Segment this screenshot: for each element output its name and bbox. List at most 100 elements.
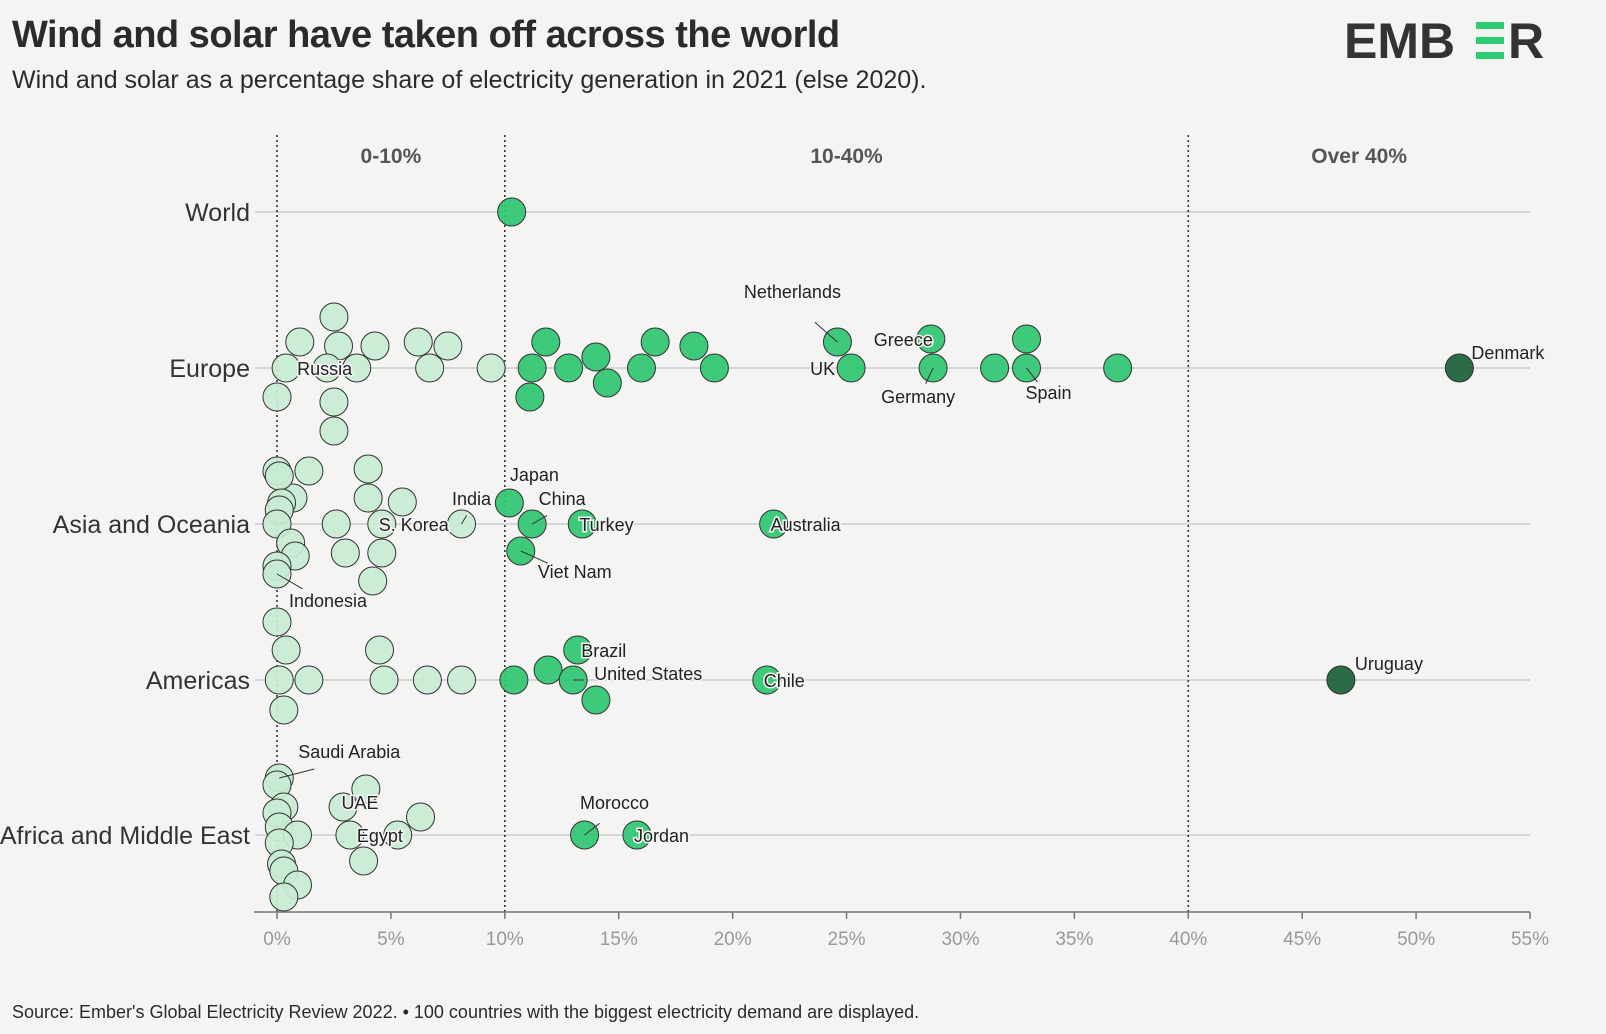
data-point bbox=[1444, 353, 1474, 383]
x-tick-label: 30% bbox=[941, 929, 979, 950]
point-label: Brazil bbox=[581, 641, 626, 661]
label-leader bbox=[279, 768, 315, 779]
data-point bbox=[349, 846, 379, 876]
data-point bbox=[836, 353, 866, 383]
data-point bbox=[403, 327, 433, 357]
chart-subtitle: Wind and solar as a percentage share of … bbox=[12, 66, 927, 94]
data-point bbox=[1103, 353, 1133, 383]
data-point bbox=[1326, 665, 1356, 695]
point-label: Saudi Arabia bbox=[298, 742, 401, 762]
data-point bbox=[330, 538, 360, 568]
logo-e-mark bbox=[1476, 22, 1504, 59]
data-point bbox=[415, 353, 445, 383]
data-point bbox=[567, 509, 597, 539]
data-point bbox=[679, 331, 709, 361]
row-label: World bbox=[185, 199, 250, 227]
label-leader bbox=[925, 367, 934, 384]
band-label: Over 40% bbox=[1311, 145, 1407, 168]
x-tick-label: 55% bbox=[1511, 929, 1549, 950]
point-label: Viet Nam bbox=[538, 562, 612, 582]
data-point bbox=[269, 882, 299, 912]
x-tick-label: 50% bbox=[1397, 929, 1435, 950]
point-label: Australia bbox=[771, 515, 842, 535]
point-label: China bbox=[539, 489, 587, 509]
data-point bbox=[269, 695, 299, 725]
data-point bbox=[367, 509, 397, 539]
point-label: Morocco bbox=[580, 793, 649, 813]
data-point bbox=[319, 302, 349, 332]
row-label: Asia and Oceania bbox=[53, 511, 250, 539]
point-label: UK bbox=[810, 359, 835, 379]
x-tick-label: 5% bbox=[377, 929, 405, 950]
row-label: Europe bbox=[169, 355, 250, 383]
data-point bbox=[476, 353, 506, 383]
data-point bbox=[433, 331, 463, 361]
label-leader bbox=[520, 550, 548, 564]
point-label: United States bbox=[594, 664, 702, 684]
data-point bbox=[699, 353, 729, 383]
data-point bbox=[406, 802, 436, 832]
x-tick-label: 15% bbox=[600, 929, 638, 950]
data-point bbox=[497, 197, 527, 227]
label-leader bbox=[584, 822, 600, 836]
band-label: 10-40% bbox=[810, 145, 883, 168]
label-leader bbox=[814, 321, 838, 343]
data-point bbox=[264, 461, 294, 491]
data-point bbox=[360, 331, 390, 361]
label-leader bbox=[1026, 367, 1038, 383]
data-point bbox=[271, 353, 301, 383]
data-point bbox=[342, 353, 372, 383]
data-point bbox=[353, 483, 383, 513]
x-tick-label: 45% bbox=[1283, 929, 1321, 950]
logo-text-end: R bbox=[1508, 16, 1544, 64]
data-point bbox=[494, 488, 524, 518]
data-point bbox=[412, 665, 442, 695]
data-point bbox=[353, 454, 383, 484]
data-point bbox=[1012, 324, 1042, 354]
row-label: Americas bbox=[146, 667, 250, 695]
data-point bbox=[262, 382, 292, 412]
data-point bbox=[319, 416, 349, 446]
data-point bbox=[622, 820, 652, 850]
point-label: Denmark bbox=[1471, 343, 1545, 363]
x-tick-label: 20% bbox=[714, 929, 752, 950]
data-point bbox=[387, 487, 417, 517]
x-tick-label: 0% bbox=[263, 929, 291, 950]
data-point bbox=[759, 509, 789, 539]
dot-plot: World Europe Asia and Oceania Americas Afric… bbox=[0, 135, 1549, 950]
point-label: Spain bbox=[1025, 383, 1071, 403]
point-label: Greece bbox=[874, 330, 933, 350]
point-label: Chile bbox=[764, 671, 805, 691]
data-point bbox=[515, 382, 545, 412]
data-point bbox=[581, 342, 611, 372]
logo-text: EMB bbox=[1344, 16, 1455, 64]
data-point bbox=[499, 665, 529, 695]
data-point bbox=[640, 327, 670, 357]
point-label: Japan bbox=[510, 465, 559, 485]
data-point bbox=[447, 665, 477, 695]
data-point bbox=[533, 655, 563, 685]
point-label: Russia bbox=[297, 359, 353, 379]
data-point bbox=[264, 665, 294, 695]
data-point bbox=[517, 353, 547, 383]
band-label: 0-10% bbox=[361, 145, 422, 168]
data-point bbox=[351, 774, 381, 804]
point-label: Uruguay bbox=[1355, 654, 1423, 674]
point-label: Germany bbox=[881, 387, 955, 407]
data-point bbox=[592, 368, 622, 398]
data-point bbox=[563, 635, 593, 665]
data-point bbox=[271, 635, 301, 665]
data-point bbox=[531, 327, 561, 357]
data-point bbox=[262, 607, 292, 637]
label-leader bbox=[276, 573, 303, 590]
data-point bbox=[916, 324, 946, 354]
point-label: UAE bbox=[342, 793, 379, 813]
label-leader bbox=[461, 515, 467, 525]
label-leader bbox=[531, 515, 548, 525]
source-note: Source: Ember's Global Electricity Revie… bbox=[12, 1002, 920, 1022]
data-point bbox=[367, 538, 397, 568]
ember-logo: EMB R bbox=[1344, 16, 1544, 64]
data-point bbox=[294, 665, 324, 695]
point-label: India bbox=[452, 489, 492, 509]
data-point bbox=[365, 635, 395, 665]
